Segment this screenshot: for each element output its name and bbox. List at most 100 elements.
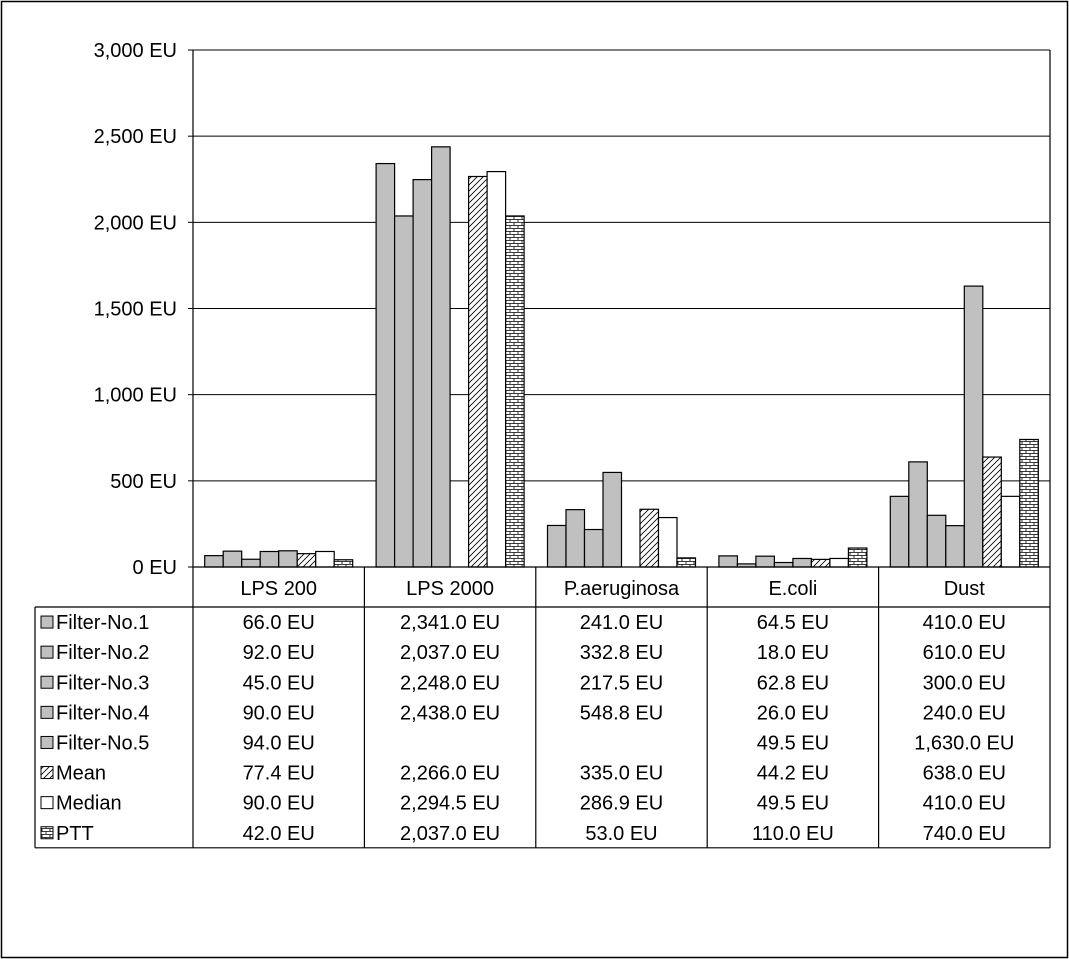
data-label: 44.2 EU	[757, 763, 829, 785]
data-label: 2,341.0 EU	[400, 612, 500, 634]
data-label: 77.4 EU	[243, 763, 315, 785]
bar	[773, 561, 794, 568]
bar	[889, 495, 910, 568]
data-label: 18.0 EU	[757, 642, 829, 664]
bar	[241, 558, 261, 568]
data-label: 335.0 EU	[580, 763, 663, 785]
data-label: 64.5 EU	[757, 612, 829, 634]
x-category-label: P.aeruginosa	[564, 578, 680, 600]
x-category-label: LPS 2000	[406, 578, 494, 600]
bar	[1019, 438, 1039, 568]
bar	[222, 550, 243, 568]
data-label: 1,630.0 EU	[914, 732, 1014, 754]
x-category-label: LPS 200	[240, 578, 317, 600]
data-label: 66.0 EU	[243, 612, 315, 634]
y-tick-label: 1,000 EU	[94, 385, 177, 407]
data-label: 2,037.0 EU	[400, 823, 500, 845]
legend-key	[40, 796, 54, 810]
x-category-label: Dust	[944, 578, 986, 600]
bar	[908, 461, 928, 568]
data-label: 110.0 EU	[752, 823, 834, 845]
series-name: Mean	[56, 763, 106, 785]
data-label: 332.8 EU	[580, 642, 663, 664]
y-tick-label: 500 EU	[110, 471, 177, 493]
series-name: PTT	[56, 823, 94, 845]
series-name: Filter-No.1	[56, 612, 149, 634]
bar	[810, 558, 831, 568]
data-label: 49.5 EU	[757, 793, 829, 815]
data-label: 638.0 EU	[923, 763, 1006, 785]
data-label: 49.5 EU	[757, 732, 829, 754]
bar	[505, 215, 525, 568]
data-label: 90.0 EU	[243, 793, 315, 815]
bar	[847, 547, 868, 568]
bar	[204, 555, 224, 568]
bar	[296, 553, 317, 568]
data-table: LPS 200 LPS 2000 P.aeruginosa E.coli Dust Fil…	[34, 566, 1051, 849]
legend-key	[40, 615, 54, 629]
legend-key	[40, 826, 54, 840]
data-label: 45.0 EU	[243, 672, 315, 694]
data-label: 62.8 EU	[757, 672, 829, 694]
data-label: 2,294.5 EU	[400, 793, 500, 815]
data-label: 610.0 EU	[923, 642, 1006, 664]
bar	[639, 508, 660, 568]
data-label: 286.9 EU	[580, 793, 663, 815]
data-label: 410.0 EU	[923, 793, 1006, 815]
data-label: 42.0 EU	[243, 823, 315, 845]
bar	[963, 285, 984, 568]
bar	[565, 509, 586, 568]
data-label: 410.0 EU	[923, 612, 1006, 634]
y-tick-label: 2,000 EU	[94, 212, 177, 234]
y-tick-label: 2,500 EU	[94, 126, 177, 148]
data-label: 94.0 EU	[243, 732, 315, 754]
data-label: 300.0 EU	[923, 672, 1006, 694]
data-label: 2,248.0 EU	[400, 672, 500, 694]
legend-key	[40, 766, 54, 780]
bar	[333, 559, 354, 568]
series-name: Filter-No.3	[56, 672, 149, 694]
bar	[315, 550, 335, 568]
legend-key	[40, 705, 54, 719]
bar	[486, 170, 507, 568]
data-label: 2,438.0 EU	[400, 702, 500, 724]
bar	[375, 162, 396, 568]
legend-key	[40, 675, 54, 689]
bar	[755, 555, 776, 568]
bar	[926, 514, 947, 568]
series-name: Filter-No.2	[56, 642, 149, 664]
bar	[657, 516, 678, 568]
legend-key	[40, 735, 54, 749]
x-category-label: E.coli	[768, 578, 817, 600]
bar	[431, 146, 451, 568]
bar	[412, 178, 433, 568]
y-tick-label: 0 EU	[133, 557, 177, 579]
bar	[602, 471, 623, 568]
bar	[829, 557, 850, 568]
bar	[1000, 495, 1021, 568]
bar	[982, 456, 1002, 568]
data-label: 217.5 EU	[580, 672, 663, 694]
data-label: 2,266.0 EU	[400, 763, 500, 785]
data-label: 2,037.0 EU	[400, 642, 500, 664]
bar	[259, 550, 280, 568]
y-tick-label: 1,500 EU	[94, 299, 177, 321]
data-label: 548.8 EU	[580, 702, 663, 724]
series-name: Median	[56, 793, 122, 815]
series-name: Filter-No.5	[56, 732, 149, 754]
data-label: 53.0 EU	[585, 823, 657, 845]
bar	[792, 557, 813, 568]
data-label: 740.0 EU	[923, 823, 1006, 845]
data-label: 241.0 EU	[580, 612, 663, 634]
y-tick-label: 3,000 EU	[94, 40, 177, 62]
axes: 0 EU 500 EU 1,000 EU 1,500 EU 2,000 EU 2,500 …	[94, 40, 1051, 579]
data-label: 90.0 EU	[243, 702, 315, 724]
bar	[676, 557, 697, 568]
bar	[468, 175, 488, 568]
bar	[718, 555, 739, 568]
series-name: Filter-No.4	[56, 702, 149, 724]
bar	[394, 215, 414, 568]
data-label: 240.0 EU	[923, 702, 1006, 724]
